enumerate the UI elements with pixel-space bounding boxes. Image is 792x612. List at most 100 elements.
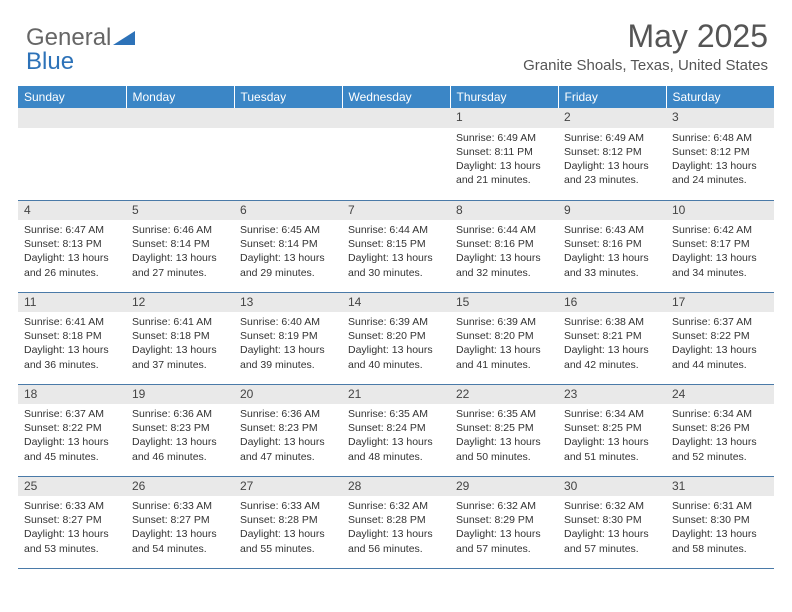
calendar-cell: 6Sunrise: 6:45 AMSunset: 8:14 PMDaylight…	[234, 200, 342, 292]
day-info: Sunrise: 6:35 AMSunset: 8:24 PMDaylight:…	[342, 404, 450, 466]
day-number: .	[126, 108, 234, 128]
calendar-cell: 17Sunrise: 6:37 AMSunset: 8:22 PMDayligh…	[666, 292, 774, 384]
day-info: Sunrise: 6:43 AMSunset: 8:16 PMDaylight:…	[558, 220, 666, 282]
day-info: Sunrise: 6:44 AMSunset: 8:15 PMDaylight:…	[342, 220, 450, 282]
day-header: Thursday	[450, 86, 558, 108]
calendar-cell: 9Sunrise: 6:43 AMSunset: 8:16 PMDaylight…	[558, 200, 666, 292]
day-number: 10	[666, 201, 774, 221]
day-number: 1	[450, 108, 558, 128]
day-number: 2	[558, 108, 666, 128]
title-block: May 2025 Granite Shoals, Texas, United S…	[523, 18, 768, 74]
calendar-cell: 20Sunrise: 6:36 AMSunset: 8:23 PMDayligh…	[234, 384, 342, 476]
calendar-table: SundayMondayTuesdayWednesdayThursdayFrid…	[18, 86, 774, 569]
day-info: Sunrise: 6:42 AMSunset: 8:17 PMDaylight:…	[666, 220, 774, 282]
day-number: .	[234, 108, 342, 128]
calendar-cell: 7Sunrise: 6:44 AMSunset: 8:15 PMDaylight…	[342, 200, 450, 292]
calendar-cell: 1Sunrise: 6:49 AMSunset: 8:11 PMDaylight…	[450, 108, 558, 200]
calendar-cell: 29Sunrise: 6:32 AMSunset: 8:29 PMDayligh…	[450, 476, 558, 568]
calendar-cell: 3Sunrise: 6:48 AMSunset: 8:12 PMDaylight…	[666, 108, 774, 200]
page-header: General Blue May 2025 Granite Shoals, Te…	[18, 18, 774, 80]
day-info: Sunrise: 6:32 AMSunset: 8:28 PMDaylight:…	[342, 496, 450, 558]
day-number: .	[342, 108, 450, 128]
day-number: 14	[342, 293, 450, 313]
calendar-cell: .	[234, 108, 342, 200]
day-number: 31	[666, 477, 774, 497]
calendar-cell: 12Sunrise: 6:41 AMSunset: 8:18 PMDayligh…	[126, 292, 234, 384]
day-number: 5	[126, 201, 234, 221]
day-info: Sunrise: 6:32 AMSunset: 8:29 PMDaylight:…	[450, 496, 558, 558]
day-info: Sunrise: 6:33 AMSunset: 8:27 PMDaylight:…	[18, 496, 126, 558]
day-number: 24	[666, 385, 774, 405]
day-info: Sunrise: 6:44 AMSunset: 8:16 PMDaylight:…	[450, 220, 558, 282]
day-info: Sunrise: 6:38 AMSunset: 8:21 PMDaylight:…	[558, 312, 666, 374]
calendar-cell: .	[18, 108, 126, 200]
day-info: Sunrise: 6:34 AMSunset: 8:25 PMDaylight:…	[558, 404, 666, 466]
calendar-cell: 18Sunrise: 6:37 AMSunset: 8:22 PMDayligh…	[18, 384, 126, 476]
calendar-cell: 16Sunrise: 6:38 AMSunset: 8:21 PMDayligh…	[558, 292, 666, 384]
day-header: Tuesday	[234, 86, 342, 108]
day-number: 7	[342, 201, 450, 221]
calendar-cell: 13Sunrise: 6:40 AMSunset: 8:19 PMDayligh…	[234, 292, 342, 384]
day-number: 16	[558, 293, 666, 313]
day-number: 11	[18, 293, 126, 313]
day-number: 29	[450, 477, 558, 497]
day-number: 30	[558, 477, 666, 497]
day-number: 18	[18, 385, 126, 405]
calendar-cell: 23Sunrise: 6:34 AMSunset: 8:25 PMDayligh…	[558, 384, 666, 476]
calendar-week: 4Sunrise: 6:47 AMSunset: 8:13 PMDaylight…	[18, 200, 774, 292]
day-info: Sunrise: 6:37 AMSunset: 8:22 PMDaylight:…	[666, 312, 774, 374]
location-text: Granite Shoals, Texas, United States	[523, 57, 768, 74]
day-info: Sunrise: 6:49 AMSunset: 8:11 PMDaylight:…	[450, 128, 558, 190]
day-number: 22	[450, 385, 558, 405]
day-info: Sunrise: 6:41 AMSunset: 8:18 PMDaylight:…	[126, 312, 234, 374]
day-info: Sunrise: 6:45 AMSunset: 8:14 PMDaylight:…	[234, 220, 342, 282]
day-header: Saturday	[666, 86, 774, 108]
calendar-head: SundayMondayTuesdayWednesdayThursdayFrid…	[18, 86, 774, 108]
day-info: Sunrise: 6:46 AMSunset: 8:14 PMDaylight:…	[126, 220, 234, 282]
day-header: Friday	[558, 86, 666, 108]
day-info: Sunrise: 6:47 AMSunset: 8:13 PMDaylight:…	[18, 220, 126, 282]
calendar-week: 25Sunrise: 6:33 AMSunset: 8:27 PMDayligh…	[18, 476, 774, 568]
calendar-cell: 4Sunrise: 6:47 AMSunset: 8:13 PMDaylight…	[18, 200, 126, 292]
day-number: 21	[342, 385, 450, 405]
calendar-cell: 24Sunrise: 6:34 AMSunset: 8:26 PMDayligh…	[666, 384, 774, 476]
day-number: 26	[126, 477, 234, 497]
day-number: 12	[126, 293, 234, 313]
day-number: 8	[450, 201, 558, 221]
brand-part2: Blue	[26, 48, 74, 75]
day-number: 25	[18, 477, 126, 497]
calendar-cell: 8Sunrise: 6:44 AMSunset: 8:16 PMDaylight…	[450, 200, 558, 292]
brand-part2-wrap: Blue	[26, 48, 74, 76]
calendar-cell: 2Sunrise: 6:49 AMSunset: 8:12 PMDaylight…	[558, 108, 666, 200]
calendar-cell: 11Sunrise: 6:41 AMSunset: 8:18 PMDayligh…	[18, 292, 126, 384]
day-number: 3	[666, 108, 774, 128]
calendar-cell: 27Sunrise: 6:33 AMSunset: 8:28 PMDayligh…	[234, 476, 342, 568]
day-header: Monday	[126, 86, 234, 108]
day-number: 27	[234, 477, 342, 497]
day-info: Sunrise: 6:39 AMSunset: 8:20 PMDaylight:…	[450, 312, 558, 374]
calendar-cell: 31Sunrise: 6:31 AMSunset: 8:30 PMDayligh…	[666, 476, 774, 568]
day-info: Sunrise: 6:41 AMSunset: 8:18 PMDaylight:…	[18, 312, 126, 374]
day-number: 17	[666, 293, 774, 313]
calendar-cell: 5Sunrise: 6:46 AMSunset: 8:14 PMDaylight…	[126, 200, 234, 292]
calendar-cell: 26Sunrise: 6:33 AMSunset: 8:27 PMDayligh…	[126, 476, 234, 568]
day-number: 20	[234, 385, 342, 405]
calendar-cell: .	[126, 108, 234, 200]
day-header: Wednesday	[342, 86, 450, 108]
calendar-week: ....1Sunrise: 6:49 AMSunset: 8:11 PMDayl…	[18, 108, 774, 200]
calendar-cell: 10Sunrise: 6:42 AMSunset: 8:17 PMDayligh…	[666, 200, 774, 292]
day-info: Sunrise: 6:32 AMSunset: 8:30 PMDaylight:…	[558, 496, 666, 558]
day-info: Sunrise: 6:36 AMSunset: 8:23 PMDaylight:…	[126, 404, 234, 466]
day-info: Sunrise: 6:40 AMSunset: 8:19 PMDaylight:…	[234, 312, 342, 374]
day-info: Sunrise: 6:34 AMSunset: 8:26 PMDaylight:…	[666, 404, 774, 466]
day-info: Sunrise: 6:37 AMSunset: 8:22 PMDaylight:…	[18, 404, 126, 466]
day-number: 4	[18, 201, 126, 221]
day-info: Sunrise: 6:49 AMSunset: 8:12 PMDaylight:…	[558, 128, 666, 190]
calendar-cell: 30Sunrise: 6:32 AMSunset: 8:30 PMDayligh…	[558, 476, 666, 568]
day-info: Sunrise: 6:33 AMSunset: 8:27 PMDaylight:…	[126, 496, 234, 558]
calendar-cell: 15Sunrise: 6:39 AMSunset: 8:20 PMDayligh…	[450, 292, 558, 384]
calendar-cell: .	[342, 108, 450, 200]
logo-triangle-icon	[113, 24, 135, 52]
calendar-cell: 25Sunrise: 6:33 AMSunset: 8:27 PMDayligh…	[18, 476, 126, 568]
day-number: 19	[126, 385, 234, 405]
